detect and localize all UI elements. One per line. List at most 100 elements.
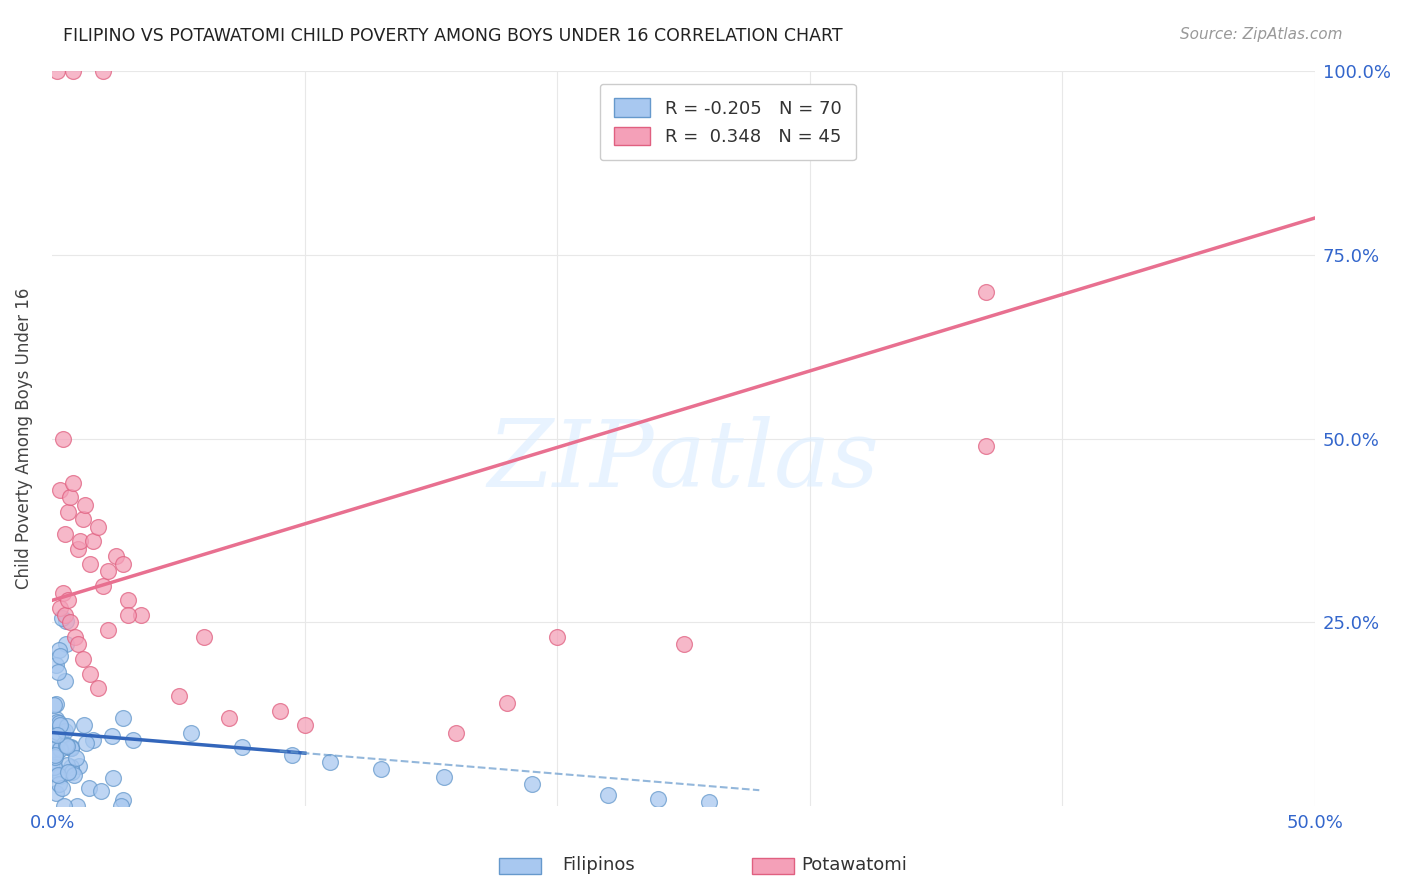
- Point: [87, 520, 110, 534]
- Point: [51, 611, 73, 625]
- Point: [46, 725, 69, 739]
- Point: [53, 607, 76, 622]
- Point: [60, 741, 83, 756]
- Point: [101, 729, 124, 743]
- Point: [672, 637, 695, 651]
- Point: [976, 439, 998, 453]
- Point: [58, 765, 80, 780]
- Point: [97, 623, 120, 637]
- Point: [75, 735, 97, 749]
- Point: [546, 630, 568, 644]
- Point: [60, 765, 83, 780]
- Point: [42, 731, 65, 746]
- Point: [53, 799, 76, 814]
- Point: [77, 781, 100, 796]
- Point: [55, 738, 77, 752]
- Point: [56, 505, 79, 519]
- Point: [91, 578, 114, 592]
- Point: [193, 630, 215, 644]
- Point: [48, 777, 70, 791]
- Point: [45, 728, 67, 742]
- Point: [370, 762, 392, 776]
- Point: [42, 755, 65, 769]
- Point: [112, 711, 135, 725]
- Point: [65, 751, 87, 765]
- Point: [122, 733, 145, 747]
- Point: [51, 780, 73, 795]
- Point: [48, 767, 70, 781]
- Point: [66, 541, 89, 556]
- Point: [59, 491, 82, 505]
- Point: [59, 740, 82, 755]
- Point: [66, 637, 89, 651]
- Point: [52, 737, 75, 751]
- Point: [110, 799, 132, 814]
- Point: [44, 747, 66, 762]
- Point: [82, 534, 104, 549]
- Point: [45, 657, 67, 672]
- Point: [976, 285, 998, 299]
- Point: [49, 483, 72, 497]
- Point: [103, 771, 125, 785]
- Point: [63, 768, 86, 782]
- Point: [67, 759, 90, 773]
- Point: [117, 607, 139, 622]
- Point: [117, 593, 139, 607]
- Point: [294, 718, 316, 732]
- Point: [97, 564, 120, 578]
- Point: [60, 740, 83, 755]
- Point: [59, 615, 82, 630]
- Point: [55, 614, 77, 628]
- Point: [49, 769, 72, 783]
- Point: [49, 742, 72, 756]
- Point: [90, 783, 112, 797]
- Text: FILIPINO VS POTAWATOMI CHILD POVERTY AMONG BOYS UNDER 16 CORRELATION CHART: FILIPINO VS POTAWATOMI CHILD POVERTY AMO…: [63, 27, 842, 45]
- Point: [269, 704, 291, 718]
- Legend: R = -0.205   N = 70, R =  0.348   N = 45: R = -0.205 N = 70, R = 0.348 N = 45: [599, 84, 856, 161]
- Text: Filipinos: Filipinos: [562, 856, 636, 874]
- Point: [72, 718, 94, 732]
- Point: [51, 586, 73, 600]
- Point: [104, 549, 127, 564]
- Point: [48, 715, 70, 730]
- Point: [56, 758, 79, 772]
- Point: [53, 527, 76, 541]
- Point: [281, 747, 304, 762]
- Point: [87, 681, 110, 696]
- Point: [45, 745, 67, 759]
- Point: [647, 791, 669, 805]
- Point: [42, 760, 65, 774]
- Point: [112, 557, 135, 571]
- Point: [319, 755, 342, 769]
- Point: [49, 649, 72, 664]
- Point: [129, 607, 152, 622]
- Point: [53, 723, 76, 738]
- Point: [46, 665, 69, 680]
- Point: [112, 793, 135, 807]
- Point: [56, 719, 79, 733]
- Point: [62, 475, 84, 490]
- Point: [520, 777, 543, 791]
- Point: [79, 666, 101, 681]
- Point: [51, 432, 73, 446]
- Point: [596, 788, 619, 802]
- Point: [42, 742, 65, 756]
- Point: [82, 732, 104, 747]
- Point: [66, 799, 89, 814]
- Point: [55, 636, 77, 650]
- Point: [167, 689, 190, 703]
- Point: [218, 711, 240, 725]
- Point: [45, 764, 67, 778]
- Point: [44, 748, 66, 763]
- Point: [44, 750, 66, 764]
- Point: [56, 739, 79, 754]
- Point: [49, 717, 72, 731]
- Point: [79, 557, 101, 571]
- Point: [62, 64, 84, 78]
- Point: [231, 740, 253, 755]
- Point: [446, 725, 468, 739]
- Y-axis label: Child Poverty Among Boys Under 16: Child Poverty Among Boys Under 16: [15, 288, 32, 590]
- Point: [91, 64, 114, 78]
- Point: [495, 696, 517, 710]
- Point: [72, 512, 94, 526]
